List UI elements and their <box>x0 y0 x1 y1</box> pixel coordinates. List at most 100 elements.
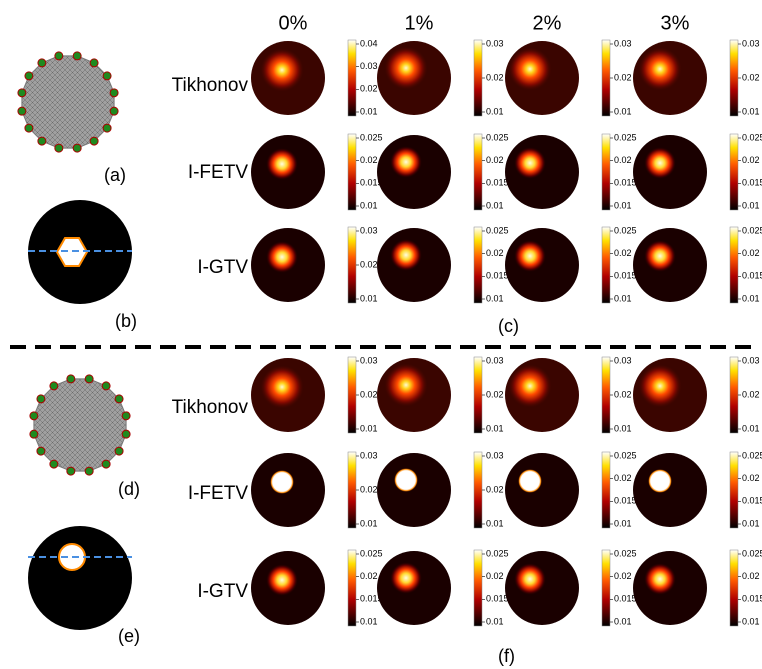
colorbar <box>473 226 483 304</box>
colorbar-tick-label: 0.025 <box>742 450 762 460</box>
row-label: Tikhonov <box>172 75 249 96</box>
colorbar-tick-label: 0.01 <box>486 293 504 303</box>
colorbar-tick-label: 0.025 <box>360 548 383 558</box>
colorbar <box>473 39 483 117</box>
colorbar-tick-label: 0.03 <box>360 450 378 460</box>
electrode <box>24 123 34 133</box>
electrode <box>102 71 112 81</box>
electrode <box>24 71 34 81</box>
electrode <box>49 459 59 469</box>
colorbar <box>473 133 483 211</box>
electrode <box>66 466 76 476</box>
electrode <box>17 88 27 98</box>
colorbar-tick-label: 0.02 <box>486 484 504 494</box>
colorbar-tick-label: 0.015 <box>614 496 637 506</box>
electrode <box>54 51 64 61</box>
electrode <box>72 51 82 61</box>
inclusion <box>266 564 298 596</box>
inclusion <box>266 148 298 180</box>
colorbar-tick-label: 0.01 <box>742 423 760 433</box>
colorbar-tick-label: 0.01 <box>360 106 378 116</box>
colorbar-tick-label: 0.015 <box>486 271 509 281</box>
electrode <box>121 429 131 439</box>
colorbar-tick-label: 0.02 <box>360 84 378 94</box>
colorbar-tick-label: 0.025 <box>614 548 637 558</box>
panel-label: (c) <box>498 316 519 336</box>
colorbar <box>347 133 357 211</box>
colorbar-tick-label: 0.01 <box>614 616 632 626</box>
colorbar-tick-label: 0.03 <box>742 38 760 48</box>
colorbar-tick-label: 0.03 <box>360 61 378 71</box>
colorbar-tick-label: 0.025 <box>486 225 509 235</box>
inclusion <box>394 468 418 492</box>
colorbar <box>347 451 357 529</box>
row-label: I-GTV <box>197 257 248 278</box>
colorbar-tick-label: 0.015 <box>742 271 762 281</box>
electrode <box>114 394 124 404</box>
colorbar-tick-label: 0.025 <box>486 548 509 558</box>
reconstruction <box>633 453 707 527</box>
inclusion <box>270 470 294 494</box>
colorbar-tick-label: 0.02 <box>614 473 632 483</box>
colorbar <box>347 39 357 117</box>
colorbar-tick-label: 0.01 <box>614 518 632 528</box>
colorbar-tick-label: 0.03 <box>486 38 504 48</box>
inclusion <box>638 364 682 408</box>
colorbar-tick-label: 0.01 <box>486 423 504 433</box>
colorbar-tick-label: 0.02 <box>360 484 378 494</box>
inclusion <box>638 47 682 91</box>
colorbar-tick-label: 0.02 <box>360 259 378 269</box>
electrode <box>102 123 112 133</box>
colorbar-tick-label: 0.01 <box>742 616 760 626</box>
colorbar-tick-label: 0.025 <box>486 132 509 142</box>
mesh <box>21 55 115 149</box>
electrode <box>121 411 131 421</box>
colorbar-tick-label: 0.02 <box>360 571 378 581</box>
colorbar-tick-label: 0.025 <box>360 132 383 142</box>
inclusion <box>508 364 552 408</box>
colorbar-tick-label: 0.02 <box>486 248 504 258</box>
colorbar-tick-label: 0.02 <box>486 72 504 82</box>
mesh <box>33 378 127 472</box>
colorbar <box>729 356 739 434</box>
colorbar <box>601 451 611 529</box>
colorbar-tick-label: 0.01 <box>614 423 632 433</box>
colorbar-tick-label: 0.025 <box>614 132 637 142</box>
colorbar-tick-label: 0.015 <box>614 271 637 281</box>
colorbar-tick-label: 0.02 <box>486 571 504 581</box>
colorbar <box>473 549 483 627</box>
colorbar-tick-label: 0.02 <box>614 155 632 165</box>
colorbar-tick-label: 0.015 <box>486 178 509 188</box>
colorbar-tick-label: 0.025 <box>614 450 637 460</box>
electrode <box>37 136 47 146</box>
column-header: 1% <box>405 12 434 34</box>
colorbar-tick-label: 0.02 <box>742 72 760 82</box>
colorbar-tick-label: 0.025 <box>742 225 762 235</box>
electrode <box>72 143 82 153</box>
colorbar-tick-label: 0.02 <box>360 389 378 399</box>
colorbar <box>729 226 739 304</box>
electrode <box>49 381 59 391</box>
inclusion <box>508 47 552 91</box>
inclusion <box>514 563 546 595</box>
colorbar-tick-label: 0.03 <box>742 355 760 365</box>
electrode <box>109 88 119 98</box>
inclusion <box>260 365 304 409</box>
colorbar-tick-label: 0.01 <box>614 293 632 303</box>
column-header: 2% <box>533 12 562 34</box>
colorbar <box>729 451 739 529</box>
column-header: 3% <box>661 12 690 34</box>
colorbar-tick-label: 0.02 <box>742 389 760 399</box>
inclusion <box>514 240 546 272</box>
mesh-panel <box>17 51 119 153</box>
inclusion <box>518 469 542 493</box>
colorbar-tick-label: 0.015 <box>614 594 637 604</box>
colorbar-tick-label: 0.015 <box>742 178 762 188</box>
colorbar-tick-label: 0.01 <box>742 518 760 528</box>
colorbar-tick-label: 0.025 <box>614 225 637 235</box>
electrode <box>29 429 39 439</box>
colorbar-tick-label: 0.01 <box>742 200 760 210</box>
inclusion <box>384 363 428 407</box>
colorbar-tick-label: 0.01 <box>486 106 504 116</box>
colorbar-tick-label: 0.02 <box>614 389 632 399</box>
